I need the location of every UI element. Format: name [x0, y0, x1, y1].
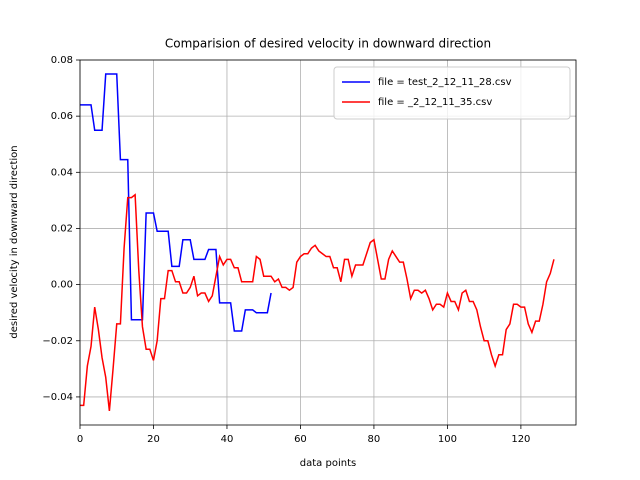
legend-box — [333, 66, 571, 120]
legend-label: file = test_2_12_11_28.csv — [378, 77, 512, 88]
chart-title: Comparision of desired velocity in downw… — [165, 37, 491, 51]
y-tick-label: −0.02 — [42, 336, 73, 347]
x-tick-label: 120 — [511, 434, 530, 445]
x-tick-label: 80 — [368, 434, 381, 445]
y-axis-label: desired velocity in downward direction — [9, 145, 20, 338]
y-tick-label: 0.04 — [51, 167, 73, 178]
axes-frame — [79, 59, 577, 426]
legend-label: file = _2_12_11_35.csv — [378, 97, 492, 108]
y-tick-label: 0.00 — [51, 280, 73, 291]
series-line — [80, 73, 272, 332]
x-axis-label: data points — [300, 458, 356, 469]
x-tick-label: 60 — [294, 434, 307, 445]
y-tick-label: 0.02 — [51, 223, 73, 234]
y-tick-label: −0.04 — [42, 392, 73, 403]
x-tick-label: 100 — [438, 434, 457, 445]
y-tick-label: 0.06 — [51, 111, 73, 122]
x-tick-label: 40 — [221, 434, 234, 445]
series-line — [80, 193, 555, 412]
x-tick-label: 20 — [147, 434, 160, 445]
y-tick-label: 0.08 — [51, 55, 73, 66]
x-tick-label: 0 — [77, 434, 83, 445]
